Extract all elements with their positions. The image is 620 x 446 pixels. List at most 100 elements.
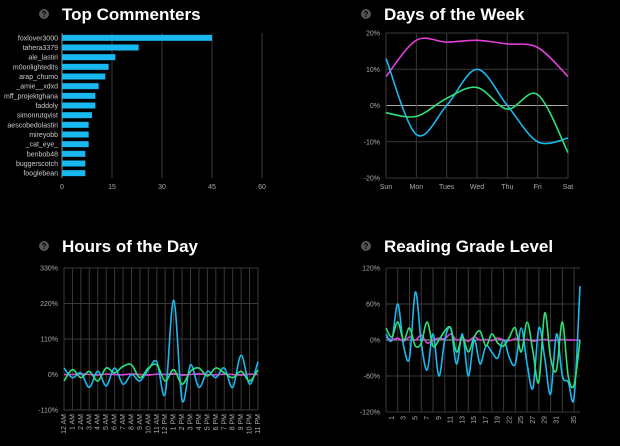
x-tick-label: 45 <box>208 184 216 191</box>
x-tick-label: 15 <box>108 184 116 191</box>
help-icon-glyph: ? <box>42 10 47 19</box>
y-tick-label: 10% <box>366 67 380 74</box>
x-tick-label: 12 PM <box>162 414 169 434</box>
help-icon[interactable] <box>39 241 49 251</box>
series-line-cyan <box>385 58 569 145</box>
x-tick-label: 1 PM <box>171 414 178 431</box>
y-tick-label: -10% <box>364 139 380 146</box>
x-tick-label: 1 AM <box>69 414 76 430</box>
bar <box>62 34 212 41</box>
x-tick-label: 7 <box>424 416 431 420</box>
y-tick-label: -110% <box>38 408 58 415</box>
bar <box>62 92 96 99</box>
y-tick-label: 330% <box>40 266 58 273</box>
x-tick-label: 11 AM <box>154 414 161 433</box>
chart-hours-of-day: 330% 220% 110% 0% -110%12 AM 1 AM 2 AM 3 AM 4 AM… <box>38 266 262 435</box>
help-icon[interactable] <box>39 9 49 19</box>
help-icon-glyph: ? <box>364 242 369 251</box>
category-label: simonrutqvist <box>17 113 58 120</box>
category-label: mff_projektghana <box>4 93 58 100</box>
panel-title-days-of-week: Days of the Week <box>384 5 525 24</box>
x-tick-label: 35 <box>571 416 578 424</box>
x-tick-label: 29 <box>542 416 549 424</box>
series-line-green <box>63 363 259 385</box>
y-tick-label: 20% <box>366 31 380 38</box>
bar <box>62 150 86 157</box>
x-tick-label: 1 <box>389 416 396 420</box>
series-line-magenta <box>385 37 569 78</box>
panel-title-reading-grade-level: Reading Grade Level <box>384 237 553 256</box>
bar <box>62 131 89 138</box>
x-tick-label: 3 AM <box>86 414 93 430</box>
panel-title-top-commenters: Top Commenters <box>62 5 201 24</box>
x-tick-label: 4 AM <box>95 414 102 430</box>
x-tick-label: 15 <box>471 416 478 424</box>
bar <box>62 83 99 90</box>
y-tick-label: -20% <box>364 176 380 183</box>
series-line-cyan <box>385 285 581 403</box>
y-tick-label: 60% <box>366 302 380 309</box>
bar <box>62 102 96 109</box>
panel-top-commenters: ? Top Commenters 0 15 30 45 60 foxlover3000 ta… <box>4 5 266 191</box>
x-tick-label: Tues <box>439 184 455 191</box>
x-tick-label: 13 <box>459 416 466 424</box>
bar <box>62 160 86 167</box>
x-tick-label: 4 PM <box>196 414 203 431</box>
x-tick-label: 5 AM <box>103 414 110 430</box>
y-tick-label: 120% <box>362 266 380 273</box>
x-tick-label: 2 PM <box>179 414 186 431</box>
category-label: foxlover3000 <box>18 35 58 42</box>
bar <box>62 141 89 148</box>
chart-top-commenters: 0 15 30 45 60 foxlover3000 tahera3379 ale_lasti… <box>4 33 266 191</box>
x-tick-label: 8 PM <box>230 414 237 431</box>
x-tick-label: 2 AM <box>78 414 85 430</box>
x-tick-label: 12 AM <box>61 414 68 434</box>
x-tick-label: 19 <box>495 416 502 424</box>
y-tick-label: 0% <box>48 372 58 379</box>
bar <box>62 112 92 119</box>
bar <box>62 63 109 70</box>
x-tick-label: 31 <box>553 416 560 424</box>
x-tick-label: 9 <box>436 416 443 420</box>
y-tick-label: 0% <box>370 338 380 345</box>
category-label: fooglebean <box>23 171 58 178</box>
x-tick-label: Fri <box>534 184 543 191</box>
chart-reading-grade-level: 120%60%0%-60%-120%1 3 5 7 9 11 13 15 17 19 22 25 27 2… <box>360 266 581 424</box>
x-tick-label: 0 <box>60 184 64 191</box>
y-tick-label: 220% <box>40 301 58 308</box>
x-tick-label: 27 <box>530 416 537 424</box>
x-tick-label: 5 PM <box>204 414 211 431</box>
x-tick-label: 9 PM <box>238 414 245 431</box>
y-tick-label: -60% <box>364 374 380 381</box>
category-label: arap_chumo <box>19 74 58 81</box>
x-tick-label: 10 PM <box>247 414 254 434</box>
x-tick-label: 22 <box>506 416 513 424</box>
series-line-green <box>385 86 569 153</box>
category-label: buggerscotch <box>16 161 58 168</box>
x-tick-label: 10 AM <box>145 414 152 434</box>
x-tick-label: 60 <box>258 184 266 191</box>
help-icon[interactable] <box>361 9 371 19</box>
x-tick-label: 6 PM <box>213 414 220 431</box>
help-icon-glyph: ? <box>42 242 47 251</box>
y-tick-label: -120% <box>360 410 380 417</box>
bar <box>62 170 86 177</box>
category-label: mireyobb <box>29 132 58 139</box>
x-tick-label: Sun <box>380 184 393 191</box>
category-label: m0onlightedits <box>13 64 59 71</box>
category-label: _cat_eye_ <box>25 142 58 149</box>
category-label: benbob48 <box>27 151 58 158</box>
bar <box>62 44 139 51</box>
panel-title-hours-of-day: Hours of the Day <box>62 237 199 256</box>
panel-reading-grade-level: ? Reading Grade Level 120% 60% 0% -60% -120%… <box>360 237 581 424</box>
x-tick-label: 5 <box>412 416 419 420</box>
x-tick-label: 11 <box>448 416 455 423</box>
x-tick-label: 8 AM <box>128 414 135 430</box>
category-label: _amie__xdxd <box>15 84 58 91</box>
bar <box>62 73 106 80</box>
chart-days-of-week: 20% 10% 0% -10% -20%Sun Mon Tues Wed Thu Fri Sat <box>364 31 574 192</box>
panel-days-of-week: ? Days of the Week 20% 10% 0% -10% -20%Sun Mo… <box>361 5 573 191</box>
help-icon[interactable] <box>361 241 371 251</box>
y-tick-label: 110% <box>41 337 58 344</box>
